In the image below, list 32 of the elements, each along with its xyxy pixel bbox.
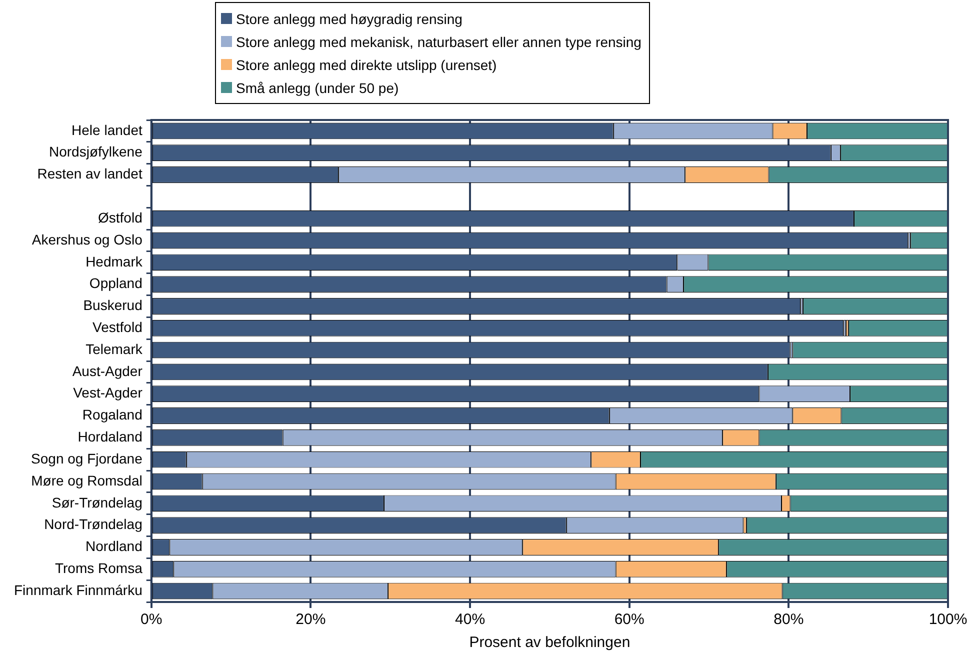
y-tick-label: Aust-Agder (72, 362, 143, 379)
legend-label: Store anlegg med direkte utslipp (urenset) (236, 56, 497, 72)
legend-label: Store anlegg med mekanisk, naturbasert eller annen type rensing (236, 34, 642, 50)
legend-label: Små anlegg (under 50 pe) (236, 80, 399, 96)
x-tick-label: 60% (614, 611, 644, 628)
y-tick-label: Sør-Trøndelag (52, 494, 142, 510)
y-tick-label: Vestfold (92, 318, 142, 335)
y-tick-label: Oppland (89, 275, 142, 292)
y-tick-label: Hordaland (78, 428, 142, 445)
y-tick-label: Østfold (98, 209, 142, 226)
x-tick-label: 100% (928, 611, 968, 628)
y-tick-label: Finnmark Finnmárku (14, 582, 142, 598)
y-tick-label: Nord-Trøndelag (44, 516, 142, 532)
x-tick-label: 0% (140, 611, 162, 628)
y-tick-label: Resten av landet (37, 166, 142, 182)
y-tick-label: Troms Romsa (54, 560, 143, 576)
y-tick-label: Telemark (86, 340, 144, 357)
x-tick-label: 20% (296, 611, 326, 628)
y-tick-label: Vest-Agder (73, 384, 143, 401)
x-axis-title: Prosent av befolkningen (469, 634, 630, 652)
y-tick-label: Akershus og Oslo (32, 231, 143, 248)
x-tick-label: 40% (455, 611, 486, 628)
y-tick-label: Nordland (86, 538, 142, 554)
y-tick-label: Buskerud (83, 297, 142, 314)
y-tick-label: Nordsjøfylkene (48, 144, 143, 160)
legend-label: Store anlegg med høygradig rensing (236, 10, 462, 26)
y-tick-label: Møre og Romsdal (31, 472, 142, 488)
y-tick-label: Rogaland (82, 406, 142, 423)
y-tick-label: Hedmark (86, 253, 144, 270)
y-tick-label: Sogn og Fjordane (31, 450, 143, 466)
x-tick-label: 80% (774, 611, 804, 628)
y-tick-label: Hele landet (72, 122, 142, 138)
